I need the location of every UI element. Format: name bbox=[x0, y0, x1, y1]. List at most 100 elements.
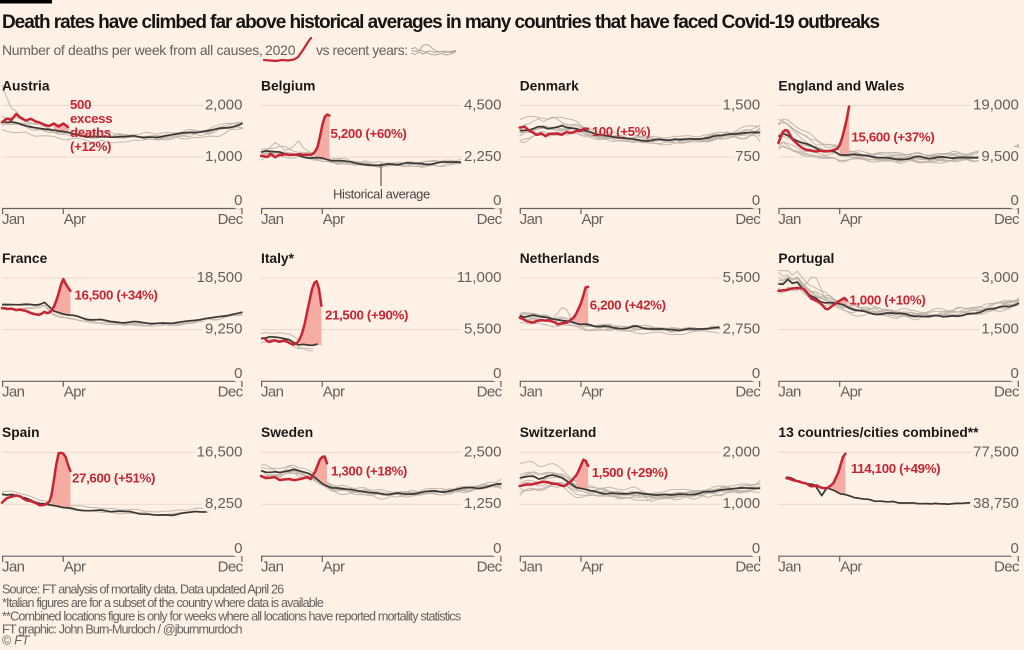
svg-text:4,500: 4,500 bbox=[464, 97, 502, 114]
svg-text:18,500: 18,500 bbox=[197, 269, 243, 286]
svg-text:0: 0 bbox=[493, 365, 501, 382]
svg-text:Dec: Dec bbox=[218, 211, 244, 228]
svg-text:Sweden: Sweden bbox=[261, 425, 313, 440]
svg-text:8,250: 8,250 bbox=[205, 495, 243, 512]
svg-text:Jan: Jan bbox=[2, 211, 25, 228]
svg-text:0: 0 bbox=[752, 540, 760, 557]
svg-text:Jan: Jan bbox=[778, 211, 801, 228]
svg-text:**Combined locations figure is: **Combined locations figure is only for … bbox=[2, 610, 461, 624]
svg-text:114,100 (+49%): 114,100 (+49%) bbox=[851, 461, 940, 476]
svg-text:11,000: 11,000 bbox=[457, 269, 502, 286]
svg-text:Apr: Apr bbox=[582, 384, 604, 401]
svg-text:vs recent years:: vs recent years: bbox=[316, 42, 408, 58]
svg-text:Apr: Apr bbox=[582, 559, 604, 576]
svg-text:Number of deaths per week from: Number of deaths per week from all cause… bbox=[2, 42, 262, 58]
svg-text:Jan: Jan bbox=[261, 384, 284, 401]
svg-text:Dec: Dec bbox=[735, 559, 761, 576]
svg-text:Italy*: Italy* bbox=[261, 251, 295, 266]
svg-text:© FT: © FT bbox=[2, 633, 31, 645]
svg-text:Jan: Jan bbox=[778, 384, 801, 401]
svg-text:Jan: Jan bbox=[520, 559, 543, 576]
svg-text:Jan: Jan bbox=[2, 559, 25, 576]
svg-text:Dec: Dec bbox=[218, 384, 244, 401]
svg-text:77,500: 77,500 bbox=[973, 443, 1019, 460]
svg-text:(+12%): (+12%) bbox=[70, 139, 111, 154]
svg-text:Dec: Dec bbox=[477, 384, 503, 401]
svg-text:Jan: Jan bbox=[520, 384, 543, 401]
svg-text:Source: FT analysis of mortali: Source: FT analysis of mortality data. D… bbox=[2, 583, 284, 597]
svg-text:9,500: 9,500 bbox=[981, 148, 1019, 165]
svg-text:Austria: Austria bbox=[2, 78, 50, 93]
svg-text:750: 750 bbox=[735, 148, 760, 165]
svg-text:6,200 (+42%): 6,200 (+42%) bbox=[590, 298, 666, 313]
svg-text:100 (+5%): 100 (+5%) bbox=[592, 124, 651, 139]
svg-text:0: 0 bbox=[493, 540, 501, 557]
svg-text:5,500: 5,500 bbox=[723, 269, 761, 286]
svg-text:*Italian figures are for a sub: *Italian figures are for a subset of the… bbox=[2, 596, 324, 610]
svg-text:0: 0 bbox=[752, 192, 760, 209]
svg-text:0: 0 bbox=[234, 540, 242, 557]
svg-text:Death rates have climbed far a: Death rates have climbed far above histo… bbox=[2, 12, 880, 33]
svg-text:21,500 (+90%): 21,500 (+90%) bbox=[325, 308, 408, 323]
svg-text:13 countries/cities combined**: 13 countries/cities combined** bbox=[778, 425, 979, 440]
svg-text:Apr: Apr bbox=[840, 211, 862, 228]
svg-text:Dec: Dec bbox=[994, 211, 1020, 228]
svg-text:Denmark: Denmark bbox=[520, 78, 579, 93]
svg-text:2,250: 2,250 bbox=[464, 148, 502, 165]
svg-text:Apr: Apr bbox=[840, 559, 862, 576]
svg-text:0: 0 bbox=[234, 192, 242, 209]
svg-text:0: 0 bbox=[1011, 192, 1019, 209]
svg-text:France: France bbox=[2, 251, 48, 266]
svg-text:27,600 (+51%): 27,600 (+51%) bbox=[72, 471, 155, 486]
svg-text:1,250: 1,250 bbox=[464, 495, 502, 512]
svg-text:Jan: Jan bbox=[778, 559, 801, 576]
svg-text:2,750: 2,750 bbox=[723, 321, 761, 338]
svg-text:Portugal: Portugal bbox=[778, 251, 834, 266]
svg-text:Jan: Jan bbox=[261, 559, 284, 576]
svg-text:0: 0 bbox=[493, 192, 501, 209]
svg-text:Switzerland: Switzerland bbox=[520, 425, 597, 440]
svg-text:16,500 (+34%): 16,500 (+34%) bbox=[75, 288, 158, 303]
svg-text:Dec: Dec bbox=[218, 559, 244, 576]
svg-text:3,000: 3,000 bbox=[981, 269, 1019, 286]
svg-text:1,300 (+18%): 1,300 (+18%) bbox=[331, 464, 407, 479]
svg-text:5,500: 5,500 bbox=[464, 321, 502, 338]
svg-text:Historical average: Historical average bbox=[333, 186, 430, 201]
svg-text:FT graphic: John Burn-Murdoch: FT graphic: John Burn-Murdoch / @jburnmu… bbox=[2, 623, 242, 637]
svg-text:England and Wales: England and Wales bbox=[778, 78, 904, 93]
svg-text:5,200 (+60%): 5,200 (+60%) bbox=[331, 126, 407, 141]
svg-text:deaths: deaths bbox=[70, 125, 111, 140]
svg-text:0: 0 bbox=[234, 365, 242, 382]
svg-text:1,500: 1,500 bbox=[981, 321, 1019, 338]
svg-text:Dec: Dec bbox=[477, 559, 503, 576]
svg-text:2,000: 2,000 bbox=[205, 97, 243, 114]
svg-text:2,500: 2,500 bbox=[464, 443, 502, 460]
svg-text:Netherlands: Netherlands bbox=[520, 251, 600, 266]
svg-text:1,000: 1,000 bbox=[205, 148, 243, 165]
svg-text:1,000: 1,000 bbox=[723, 495, 761, 512]
svg-text:Jan: Jan bbox=[520, 211, 543, 228]
svg-text:0: 0 bbox=[1011, 540, 1019, 557]
svg-text:Apr: Apr bbox=[582, 211, 604, 228]
svg-text:Apr: Apr bbox=[64, 559, 86, 576]
svg-text:9,250: 9,250 bbox=[205, 321, 243, 338]
svg-text:Apr: Apr bbox=[64, 384, 86, 401]
svg-text:Apr: Apr bbox=[64, 211, 86, 228]
svg-text:Dec: Dec bbox=[994, 384, 1020, 401]
svg-text:38,750: 38,750 bbox=[973, 495, 1019, 512]
svg-text:0: 0 bbox=[1011, 365, 1019, 382]
svg-text:16,500: 16,500 bbox=[197, 443, 243, 460]
svg-text:0: 0 bbox=[752, 365, 760, 382]
svg-text:Spain: Spain bbox=[2, 425, 40, 440]
svg-text:excess: excess bbox=[70, 111, 112, 126]
svg-text:Dec: Dec bbox=[477, 211, 503, 228]
svg-text:Dec: Dec bbox=[735, 384, 761, 401]
svg-text:15,600 (+37%): 15,600 (+37%) bbox=[851, 129, 934, 144]
svg-text:Jan: Jan bbox=[261, 211, 284, 228]
svg-text:Belgium: Belgium bbox=[261, 78, 315, 93]
svg-text:2020: 2020 bbox=[265, 42, 296, 58]
svg-text:500: 500 bbox=[70, 97, 91, 112]
svg-text:Apr: Apr bbox=[323, 384, 345, 401]
svg-text:1,500 (+29%): 1,500 (+29%) bbox=[592, 465, 668, 480]
svg-text:Dec: Dec bbox=[994, 559, 1020, 576]
